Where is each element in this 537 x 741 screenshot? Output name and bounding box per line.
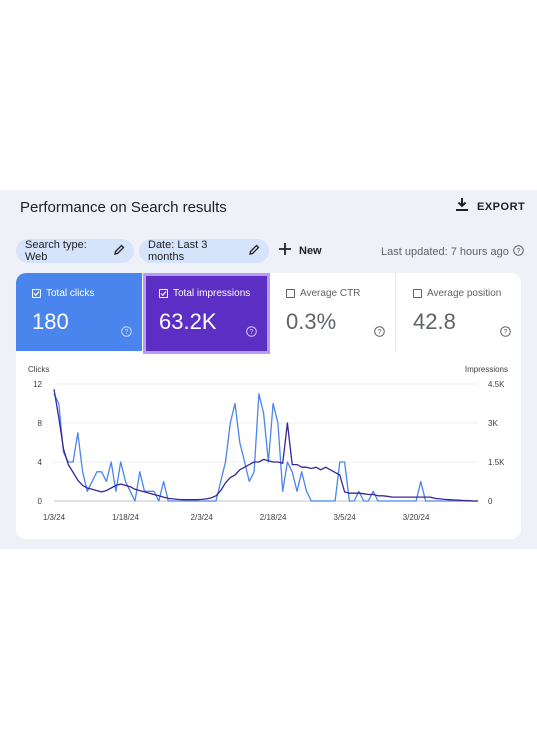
metric-total-impressions[interactable]: Total impressions 63.2K ? xyxy=(143,273,270,354)
edit-pencil-icon[interactable] xyxy=(114,244,125,258)
right-tick-label: 4.5K xyxy=(488,380,505,389)
metric-label: Average position xyxy=(427,288,502,299)
export-button[interactable]: EXPORT xyxy=(455,197,525,217)
svg-text:?: ? xyxy=(250,329,254,336)
x-tick-label: 3/20/24 xyxy=(403,513,430,522)
metric-label: Total clicks xyxy=(46,288,95,299)
right-axis-label: Impressions xyxy=(465,365,508,374)
metric-value: 63.2K xyxy=(159,309,217,334)
right-tick-label: 0 xyxy=(488,497,493,506)
metric-average-ctr[interactable]: Average CTR 0.3% ? xyxy=(270,273,396,351)
svg-text:?: ? xyxy=(516,248,520,255)
plus-icon xyxy=(279,243,291,258)
page-title: Performance on Search results xyxy=(20,199,227,216)
left-tick-label: 4 xyxy=(38,458,43,467)
left-tick-label: 0 xyxy=(38,497,43,506)
svg-text:?: ? xyxy=(125,329,129,336)
checkbox-unchecked-icon[interactable] xyxy=(413,289,422,298)
download-icon xyxy=(455,197,469,217)
x-tick-label: 1/18/24 xyxy=(112,513,139,522)
search-type-filter-chip[interactable]: Search type: Web xyxy=(16,239,134,263)
last-updated-status: Last updated: 7 hours ago ? xyxy=(381,245,524,259)
series-line-impressions xyxy=(53,389,478,502)
metric-value: 180 xyxy=(32,309,69,334)
metric-value: 42.8 xyxy=(413,309,456,334)
checkbox-checked-icon[interactable] xyxy=(32,289,41,298)
checkbox-unchecked-icon[interactable] xyxy=(286,289,295,298)
performance-card: Total clicks 180 ? Total impressions 63.… xyxy=(16,273,521,539)
checkbox-checked-icon[interactable] xyxy=(159,289,168,298)
performance-line-chart: Clicks Impressions 12 8 4 0 4.5K 3K 1.5K 0 1/3… xyxy=(28,365,508,522)
last-updated-text: Last updated: 7 hours ago xyxy=(381,246,509,258)
series-line-clicks xyxy=(53,393,478,502)
help-icon[interactable]: ? xyxy=(374,324,385,342)
help-icon[interactable]: ? xyxy=(513,245,524,259)
export-label: EXPORT xyxy=(477,201,526,213)
help-icon[interactable]: ? xyxy=(246,324,257,342)
metric-value: 0.3% xyxy=(286,309,337,334)
metric-label: Total impressions xyxy=(173,288,251,299)
x-tick-label: 1/3/24 xyxy=(43,513,66,522)
new-label: New xyxy=(299,244,322,257)
x-tick-label: 3/5/24 xyxy=(333,513,356,522)
svg-text:?: ? xyxy=(378,329,382,336)
date-filter-chip[interactable]: Date: Last 3 months xyxy=(139,239,269,263)
help-icon[interactable]: ? xyxy=(121,324,132,342)
metric-average-position[interactable]: Average position 42.8 ? xyxy=(397,273,521,351)
left-axis-label: Clicks xyxy=(28,365,49,374)
svg-text:?: ? xyxy=(504,329,508,336)
metric-label: Average CTR xyxy=(300,288,361,299)
metric-total-clicks[interactable]: Total clicks 180 ? xyxy=(16,273,142,351)
left-tick-label: 8 xyxy=(38,419,43,428)
edit-pencil-icon[interactable] xyxy=(249,244,260,258)
left-tick-label: 12 xyxy=(33,380,42,389)
help-icon[interactable]: ? xyxy=(500,324,511,342)
date-range-label: Date: Last 3 months xyxy=(148,239,208,263)
right-tick-label: 3K xyxy=(488,419,498,428)
right-tick-label: 1.5K xyxy=(488,458,505,467)
x-tick-label: 2/3/24 xyxy=(191,513,214,522)
new-filter-button[interactable]: New xyxy=(279,243,322,258)
x-tick-label: 2/18/24 xyxy=(260,513,287,522)
search-type-label: Search type: Web xyxy=(25,239,87,263)
